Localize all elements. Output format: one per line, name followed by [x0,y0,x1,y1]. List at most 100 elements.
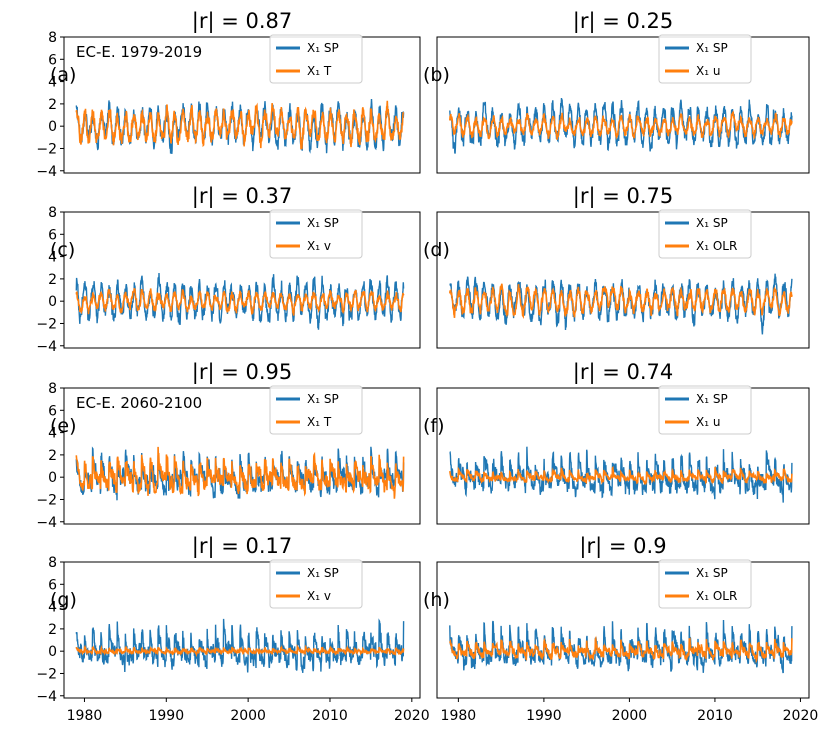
panel-title: |r| = 0.75 [573,184,674,209]
legend-entry: X₁ SP [307,566,339,580]
x-tick-label: 2020 [783,708,819,724]
panel-f: |r| = 0.74 (f) X₁ SP X₁ u [423,360,810,525]
legend-entry: X₁ SP [307,392,339,406]
panel-e: |r| = 0.95 (e) EC-E. 2060-2100 8 6 4 2 0 −2 −4 X₁ … [36,360,421,531]
panel-title: |r| = 0.17 [192,534,293,559]
series-line-sp [449,273,793,335]
y-tick-label: −4 [36,164,57,180]
legend: X₁ SP X₁ OLR [658,559,752,609]
y-tick-label: 0 [48,294,57,310]
x-tick-label: 1980 [67,708,103,724]
y-tick-label: 0 [48,470,57,486]
axes-frame [63,387,421,525]
axes-frame [436,387,810,525]
panel-annotation: EC-E. 1979-2019 [76,43,202,61]
legend-entry: X₁ v [307,589,331,603]
panel-label: (f) [423,415,445,437]
y-tick-label: −2 [36,492,57,508]
x-tick-label: 1980 [441,708,477,724]
panel-title: |r| = 0.74 [573,360,674,385]
x-tick-label: 2000 [612,708,648,724]
series-line-sp [449,97,793,154]
x-tick-label: 1990 [526,708,562,724]
legend-entry: X₁ u [696,64,720,78]
y-tick-label: 6 [48,52,57,68]
y-tick-label: 0 [48,644,57,660]
y-tick-label: 4 [48,426,57,442]
series-line-var [75,644,405,658]
y-tick-label: 8 [48,30,57,46]
axes-frame [436,561,810,699]
panel-g: |r| = 0.17 (g) 8 6 4 2 0 −2 −4 1980 1990 2000 2010 20… [36,534,429,724]
y-tick-label: 4 [48,250,57,266]
y-tick-label: 8 [48,381,57,397]
legend: X₁ SP X₁ T [269,34,363,84]
panel-label: (e) [50,415,77,437]
panel-label: (a) [50,64,76,86]
panel-d: |r| = 0.75 (d) X₁ SP X₁ OLR [423,184,810,349]
x-tick-label: 2020 [394,708,430,724]
series-line-var [75,446,405,499]
axes-frame [63,561,421,699]
series-line-sp [75,98,405,154]
legend-entry: X₁ SP [696,216,728,230]
x-tick-label: 2010 [312,708,348,724]
series-line-sp [75,618,405,673]
legend-entry: X₁ SP [696,566,728,580]
legend-entry: X₁ u [696,415,720,429]
panel-title: |r| = 0.25 [573,9,674,34]
series-line-var [449,283,793,319]
panel-title: |r| = 0.37 [192,184,293,209]
y-tick-label: 2 [48,622,57,638]
y-tick-label: 6 [48,577,57,593]
legend-entry: X₁ v [307,239,331,253]
panel-a: |r| = 0.87 (a)EC-E. 1979-2019 8 6 4 2 0 −2 −4 X₁ … [36,9,421,180]
y-tick-label: 8 [48,555,57,571]
legend: X₁ SP X₁ v [269,209,363,259]
panel-title: |r| = 0.9 [579,534,666,559]
series-line-var [75,100,405,150]
legend-entry: X₁ OLR [696,239,737,253]
panel-label: (h) [423,589,450,611]
x-tick-label: 2000 [230,708,266,724]
axes-frame [63,36,421,174]
legend-entry: X₁ SP [307,216,339,230]
panel-b: |r| = 0.25 (b) X₁ SP X₁ u [423,9,810,174]
y-tick-label: 2 [48,272,57,288]
series-line-var [75,288,405,316]
series-line-sp [75,272,405,330]
legend-entry: X₁ OLR [696,589,737,603]
y-tick-label: 8 [48,205,57,221]
y-tick-label: −4 [36,339,57,355]
panel-title: |r| = 0.95 [192,360,293,385]
legend-entry: X₁ T [307,415,332,429]
y-tick-label: −2 [36,316,57,332]
y-tick-label: 2 [48,448,57,464]
legend: X₁ SP X₁ OLR [658,209,752,259]
axes-frame [436,36,810,174]
panel-label: (d) [423,239,450,261]
panel-label: (g) [50,589,77,611]
y-tick-label: 0 [48,119,57,135]
panel-label: (b) [423,64,450,86]
panel-annotation: EC-E. 2060-2100 [76,394,202,412]
panel-label: (c) [50,239,75,261]
legend: X₁ SP X₁ u [658,34,752,84]
x-tick-label: 1990 [148,708,184,724]
y-tick-label: −2 [36,666,57,682]
legend-entry: X₁ T [307,64,332,78]
axes-frame [63,211,421,349]
series-line-var [449,635,793,664]
legend: X₁ SP X₁ u [658,385,752,435]
y-tick-label: 6 [48,403,57,419]
legend-entry: X₁ SP [696,392,728,406]
panel-c: |r| = 0.37 (c) 8 6 4 2 0 −2 −4 X₁ SP X₁ v [36,184,421,355]
legend: X₁ SP X₁ v [269,559,363,609]
panel-title: |r| = 0.87 [192,9,293,34]
series-line-var [449,465,793,485]
y-tick-label: −4 [36,515,57,531]
y-tick-label: 2 [48,97,57,113]
x-tick-label: 2010 [697,708,733,724]
